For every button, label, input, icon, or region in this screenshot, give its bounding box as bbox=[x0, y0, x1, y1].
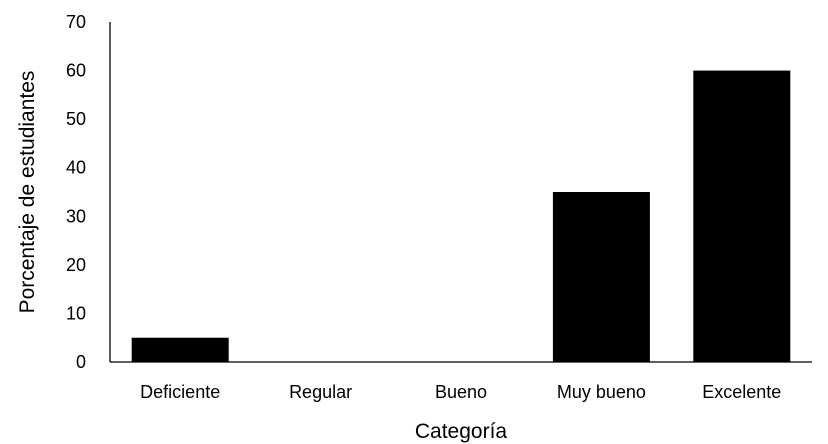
y-axis-ticks: 0 10 20 30 40 50 60 70 bbox=[66, 12, 86, 372]
y-tick-label: 50 bbox=[66, 109, 86, 129]
y-tick-label: 20 bbox=[66, 255, 86, 275]
bar bbox=[552, 192, 650, 362]
y-axis-title: Porcentaje de estudiantes bbox=[16, 71, 39, 314]
x-tick-label: Bueno bbox=[435, 382, 487, 402]
x-tick-label: Excelente bbox=[702, 382, 781, 402]
y-tick-label: 40 bbox=[66, 158, 86, 178]
bar bbox=[693, 70, 791, 363]
y-tick-label: 30 bbox=[66, 206, 86, 226]
x-tick-label: Deficiente bbox=[140, 382, 220, 402]
x-tick-label: Muy bueno bbox=[557, 382, 646, 402]
y-tick-label: 0 bbox=[76, 352, 86, 372]
y-tick-label: 70 bbox=[66, 12, 86, 32]
y-tick-label: 60 bbox=[66, 61, 86, 81]
bars bbox=[131, 70, 791, 363]
bar bbox=[131, 337, 229, 362]
x-tick-label: Regular bbox=[289, 382, 352, 402]
y-tick-label: 10 bbox=[66, 303, 86, 323]
x-axis-tick-labels: Deficiente Regular Bueno Muy bueno Excelente bbox=[140, 382, 781, 402]
x-axis-title: Categoría bbox=[415, 420, 508, 443]
